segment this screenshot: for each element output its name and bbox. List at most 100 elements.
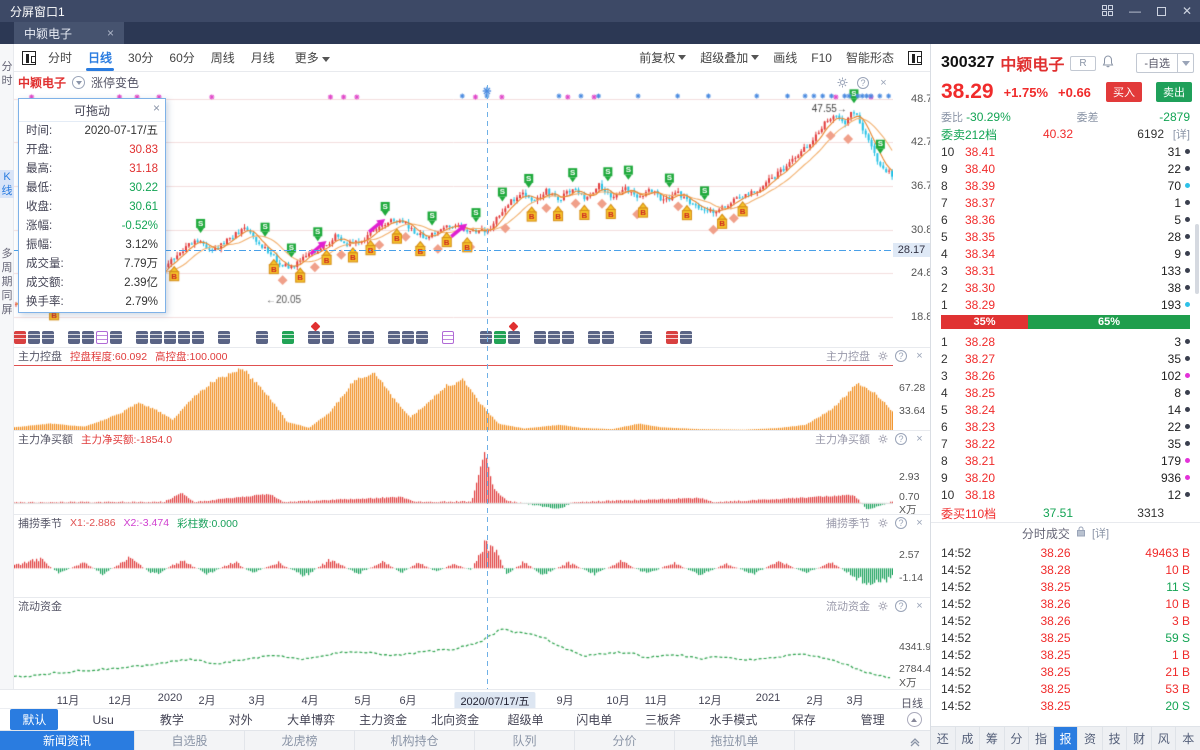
bell-icon[interactable] <box>1102 55 1114 71</box>
event-badge[interactable] <box>480 330 492 344</box>
event-badge[interactable] <box>256 330 268 344</box>
event-badge[interactable] <box>150 330 162 344</box>
indicator-canvas[interactable] <box>14 448 893 515</box>
event-badge[interactable] <box>14 330 26 344</box>
function-tab-龙虎榜[interactable]: 龙虎榜 <box>245 731 355 750</box>
gear-icon[interactable] <box>836 76 849 89</box>
mini-tab-还[interactable]: 还 <box>931 727 956 750</box>
close-panel-icon[interactable]: × <box>880 76 887 89</box>
event-badge[interactable] <box>178 330 190 344</box>
ask-row[interactable]: 8 38.39 70 <box>931 177 1200 194</box>
indicator-canvas[interactable] <box>14 615 893 690</box>
function-tab-分价[interactable]: 分价 <box>575 731 675 750</box>
layout-tab-教学[interactable]: 教学 <box>159 713 184 727</box>
ask-row[interactable]: 4 38.34 9 <box>931 245 1200 262</box>
event-badge[interactable] <box>680 330 692 344</box>
event-badge[interactable] <box>348 330 360 344</box>
layout-tab-默认[interactable]: 默认 <box>0 709 69 730</box>
symbol-dropdown-icon[interactable] <box>72 76 86 89</box>
chevron-up-icon[interactable] <box>910 736 920 746</box>
close-window-icon[interactable]: ✕ <box>1181 4 1192 18</box>
event-badge[interactable] <box>96 330 108 344</box>
event-badge[interactable] <box>192 330 204 344</box>
period-button-日线[interactable]: 日线 <box>80 46 120 71</box>
mini-tab-技[interactable]: 技 <box>1103 727 1128 750</box>
layout-tab-水手模式[interactable]: 水手模式 <box>709 713 758 727</box>
event-badge[interactable] <box>534 330 546 344</box>
layout-grid-icon[interactable] <box>1101 4 1113 18</box>
close-panel-icon[interactable]: × <box>916 350 923 362</box>
event-badge[interactable] <box>136 330 148 344</box>
mini-tab-指[interactable]: 指 <box>1029 727 1054 750</box>
scrollbar[interactable] <box>1195 224 1199 294</box>
event-badge[interactable] <box>494 330 506 344</box>
toolbar-item[interactable]: 超级叠加 <box>700 49 760 66</box>
event-badge[interactable] <box>666 330 678 344</box>
info-box-close-icon[interactable]: × <box>152 101 160 115</box>
buy-button[interactable]: 买入 <box>1106 82 1142 102</box>
mini-tab-分[interactable]: 分 <box>1005 727 1030 750</box>
ohlc-info-box[interactable]: 可拖动 × 时间: 2020-07-17/五 开盘: 30.83 最高: 31.18 最低: 3… <box>18 98 166 313</box>
layout-tab-三板斧[interactable]: 三板斧 <box>645 713 682 727</box>
mini-tab-筹[interactable]: 筹 <box>980 727 1005 750</box>
help-icon[interactable]: ? <box>895 517 907 529</box>
ask-row[interactable]: 1 38.29 193 <box>931 296 1200 313</box>
layout-tab-北向资金[interactable]: 北向资金 <box>431 713 480 727</box>
rail-item-分时[interactable]: 分时 <box>1 61 13 87</box>
ask-row[interactable]: 6 38.36 5 <box>931 211 1200 228</box>
ask-row[interactable]: 7 38.37 1 <box>931 194 1200 211</box>
toolbar-item[interactable]: F10 <box>811 50 832 65</box>
help-icon[interactable]: ? <box>857 76 869 89</box>
event-badge[interactable] <box>402 330 414 344</box>
sell-queue-summary[interactable]: 委卖212档 40.32 6192 [详] <box>941 126 1190 142</box>
event-badge[interactable] <box>588 330 600 344</box>
mini-tab-成[interactable]: 成 <box>956 727 981 750</box>
event-badge[interactable] <box>416 330 428 344</box>
help-icon[interactable]: ? <box>895 350 907 362</box>
gear-icon[interactable] <box>876 433 889 446</box>
bid-row[interactable]: 5 38.24 14 <box>931 401 1200 418</box>
bid-row[interactable]: 6 38.23 22 <box>931 418 1200 435</box>
mini-tab-报[interactable]: 报 <box>1053 727 1079 750</box>
kline-style-icon[interactable] <box>908 50 922 65</box>
event-badge[interactable] <box>562 330 574 344</box>
layout-tab-闪电单[interactable]: 闪电单 <box>576 713 613 727</box>
layout-tab-保存[interactable]: 保存 <box>791 713 816 727</box>
rail-item-多周期同屏[interactable]: 多周期同屏 <box>1 248 13 316</box>
ask-row[interactable]: 3 38.31 133 <box>931 262 1200 279</box>
function-tab-拖拉机单[interactable]: 拖拉机单 <box>675 731 795 750</box>
time-sales-detail-link[interactable]: [详] <box>1091 528 1110 540</box>
mini-tab-资[interactable]: 资 <box>1078 727 1103 750</box>
layout-tab-管理[interactable]: 管理 <box>860 713 885 727</box>
layout-tab-主力资金[interactable]: 主力资金 <box>359 713 408 727</box>
bid-row[interactable]: 9 38.20 936 <box>931 469 1200 486</box>
period-button-60分[interactable]: 60分 <box>169 51 195 65</box>
event-badge[interactable] <box>68 330 80 344</box>
period-button-周线[interactable]: 周线 <box>210 51 235 65</box>
event-badge[interactable] <box>442 330 454 344</box>
function-tab-新闻资讯[interactable]: 新闻资讯 <box>0 731 135 750</box>
watchlist-dropdown-icon[interactable] <box>1178 53 1194 73</box>
close-panel-icon[interactable]: × <box>916 517 923 529</box>
buy-queue-summary[interactable]: 委买110档 37.51 3313 <box>941 505 1190 521</box>
kline-style-icon[interactable] <box>22 50 36 65</box>
help-icon[interactable]: ? <box>895 433 907 445</box>
bid-row[interactable]: 4 38.25 8 <box>931 384 1200 401</box>
layout-tab-大单博弈[interactable]: 大单博弈 <box>287 713 336 727</box>
lock-icon[interactable] <box>1076 526 1086 540</box>
help-icon[interactable]: ? <box>895 600 907 612</box>
ask-row[interactable]: 10 38.41 31 <box>931 143 1200 160</box>
gear-icon[interactable] <box>876 600 889 613</box>
rail-item-K线[interactable]: K线 <box>0 170 14 198</box>
ask-row[interactable]: 5 38.35 28 <box>931 228 1200 245</box>
stock-tab[interactable]: 中颖电子 × <box>14 22 124 44</box>
event-badge[interactable] <box>640 330 652 344</box>
event-badge[interactable] <box>42 330 54 344</box>
close-panel-icon[interactable]: × <box>916 433 923 445</box>
bid-row[interactable]: 1 38.28 3 <box>931 333 1200 350</box>
ask-row[interactable]: 2 38.30 38 <box>931 279 1200 296</box>
event-badge[interactable] <box>508 330 520 344</box>
event-badge[interactable] <box>28 330 40 344</box>
event-badge[interactable] <box>164 330 176 344</box>
close-panel-icon[interactable]: × <box>916 600 923 612</box>
